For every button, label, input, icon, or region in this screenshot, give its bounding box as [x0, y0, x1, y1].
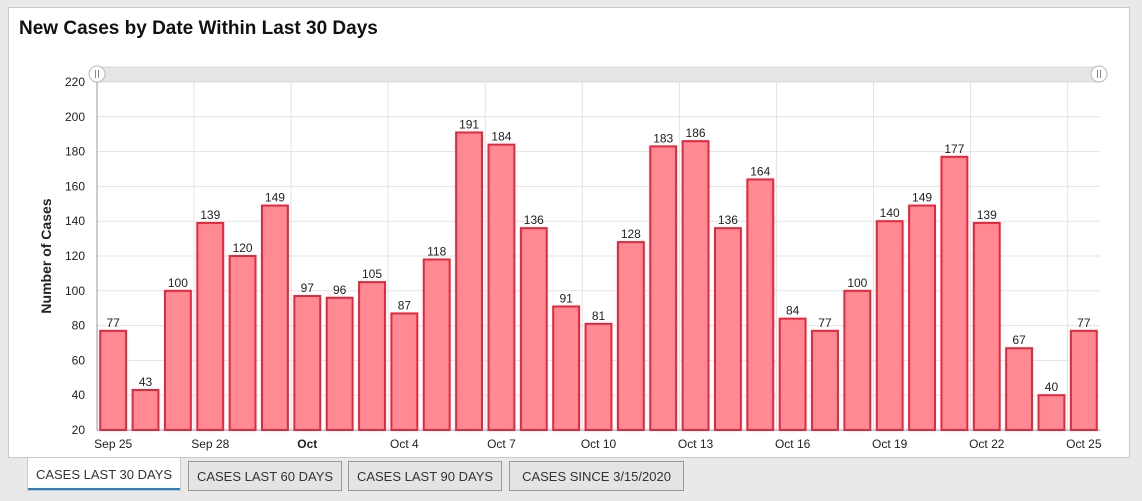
data-label: 149 — [912, 191, 932, 205]
bar[interactable] — [746, 178, 775, 431]
data-label: 77 — [1077, 316, 1091, 330]
y-tick-label: 100 — [65, 284, 85, 298]
zoom-handle-right[interactable] — [1090, 65, 1108, 83]
chart-title: New Cases by Date Within Last 30 Days — [19, 18, 378, 39]
tab-cases-last-60-days[interactable]: CASES LAST 60 DAYS — [188, 461, 342, 491]
y-tick-label: 40 — [72, 388, 86, 402]
bar[interactable] — [1037, 394, 1066, 432]
data-label: 136 — [718, 213, 738, 227]
bar[interactable] — [261, 204, 289, 431]
bar[interactable] — [1069, 329, 1098, 432]
bar[interactable] — [713, 227, 742, 431]
data-label: 87 — [398, 298, 412, 312]
bar[interactable] — [616, 241, 645, 431]
data-label: 191 — [459, 117, 479, 131]
zoom-scrollbar-track[interactable] — [96, 66, 1101, 83]
data-label: 128 — [621, 227, 641, 241]
data-label: 91 — [559, 291, 573, 305]
zoom-scrollbar[interactable] — [88, 65, 1108, 83]
tab-cases-last-30-days[interactable]: CASES LAST 30 DAYS — [27, 458, 181, 491]
x-tick-label: Oct 13 — [678, 437, 714, 451]
bar[interactable] — [163, 289, 192, 431]
bar[interactable] — [875, 220, 904, 431]
data-label: 120 — [233, 241, 253, 255]
data-label: 183 — [653, 131, 673, 145]
y-tick-label: 160 — [65, 179, 85, 193]
data-label: 77 — [818, 316, 832, 330]
data-label: 84 — [786, 304, 800, 318]
y-tick-label: 140 — [65, 214, 85, 228]
data-label: 136 — [524, 213, 544, 227]
data-label: 177 — [944, 142, 964, 156]
x-tick-label: Oct 10 — [581, 437, 617, 451]
x-tick-label: Oct — [297, 437, 317, 451]
y-tick-label: 200 — [65, 110, 85, 124]
zoom-handle-left[interactable] — [88, 65, 106, 83]
bar[interactable] — [681, 140, 710, 431]
bar[interactable] — [325, 296, 354, 432]
data-label: 81 — [592, 309, 606, 323]
bar[interactable] — [972, 221, 1001, 431]
data-label: 40 — [1045, 380, 1059, 394]
x-tick-label: Oct 19 — [872, 437, 908, 451]
bar[interactable] — [131, 388, 160, 432]
data-label: 43 — [139, 375, 153, 389]
y-tick-label: 180 — [65, 145, 85, 159]
data-label: 96 — [333, 283, 347, 297]
data-label: 118 — [427, 244, 446, 258]
bar[interactable] — [940, 155, 969, 431]
bar[interactable] — [778, 317, 807, 432]
data-label: 77 — [106, 316, 120, 330]
data-label: 164 — [750, 164, 770, 178]
tab-cases-since-3-15-2020[interactable]: CASES SINCE 3/15/2020 — [509, 461, 684, 491]
x-axis: Sep 25 Sep 28 Oct Oct 4 Oct 7 Oct 10 Oct 13 Oct… — [94, 429, 1102, 451]
y-tick-label: 20 — [72, 423, 86, 437]
bar[interactable] — [99, 329, 128, 432]
bar[interactable] — [228, 255, 257, 431]
data-label: 105 — [362, 267, 382, 281]
bar[interactable] — [584, 322, 613, 431]
data-label: 149 — [265, 191, 285, 205]
data-label: 184 — [491, 130, 511, 144]
bar[interactable] — [843, 289, 872, 431]
bar[interactable] — [358, 281, 386, 431]
x-tick-label: Sep 28 — [191, 437, 229, 451]
x-tick-label: Oct 7 — [487, 437, 516, 451]
data-label: 140 — [880, 206, 900, 220]
bar[interactable] — [455, 131, 484, 432]
x-tick-label: Oct 16 — [775, 437, 811, 451]
bar[interactable] — [1005, 347, 1034, 431]
bar-series: 77 43 100 139 120 149 97 96 105 87 118 191 184 136 91 8… — [99, 117, 1098, 432]
data-label: 186 — [686, 126, 706, 140]
x-tick-label: Oct 22 — [969, 437, 1005, 451]
data-label: 100 — [168, 276, 188, 290]
x-tick-label: Oct 4 — [390, 437, 419, 451]
bar[interactable] — [196, 221, 225, 431]
data-label: 100 — [847, 276, 867, 290]
data-label: 139 — [977, 208, 997, 222]
data-label: 139 — [200, 208, 220, 222]
x-tick-label: Oct 25 — [1066, 437, 1102, 451]
x-tick-label: Sep 25 — [94, 437, 132, 451]
y-axis: 20 40 60 80 100 120 140 160 180 200 220 — [65, 75, 98, 437]
y-tick-label: 60 — [72, 353, 86, 367]
bar[interactable] — [390, 312, 419, 432]
bar[interactable] — [519, 227, 548, 431]
y-axis-label: Number of Cases — [38, 198, 54, 313]
data-label: 97 — [301, 281, 315, 295]
y-tick-label: 120 — [65, 249, 85, 263]
bar[interactable] — [487, 143, 516, 431]
bar[interactable] — [293, 295, 322, 431]
bar[interactable] — [649, 145, 678, 431]
bar[interactable] — [811, 329, 839, 432]
bar[interactable] — [422, 258, 451, 432]
tab-cases-last-90-days[interactable]: CASES LAST 90 DAYS — [348, 461, 502, 491]
y-tick-label: 220 — [65, 75, 85, 89]
y-tick-label: 80 — [72, 319, 86, 333]
bar[interactable] — [552, 305, 581, 431]
data-label: 67 — [1012, 333, 1026, 347]
bar[interactable] — [908, 204, 936, 431]
